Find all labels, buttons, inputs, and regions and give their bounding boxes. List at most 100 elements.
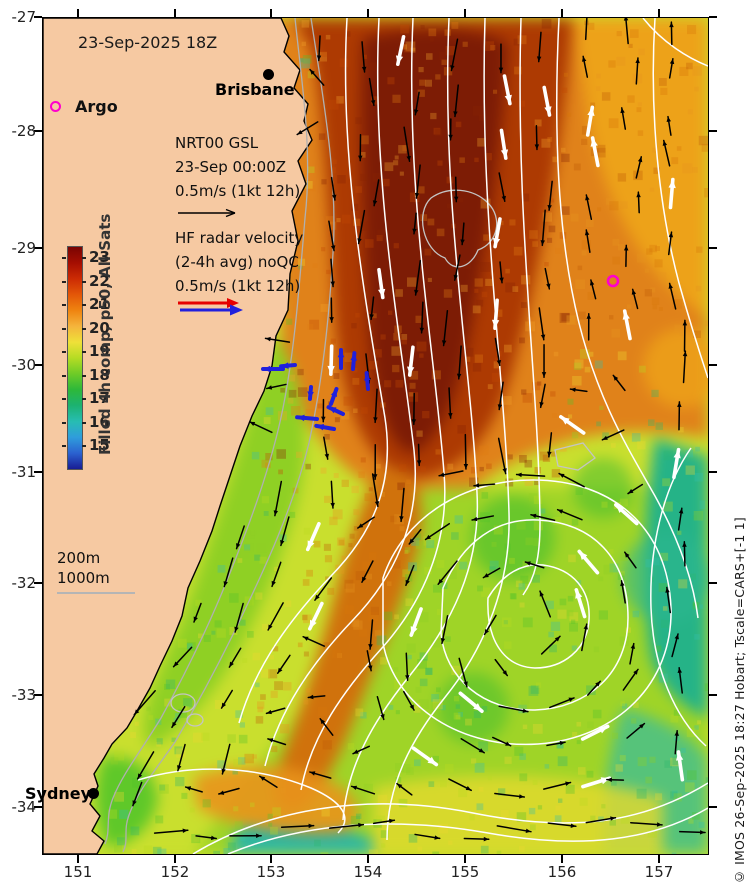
colorbar-tick-label: 16 xyxy=(89,412,110,431)
colorbar-tick xyxy=(62,351,66,353)
x-tick xyxy=(174,854,176,863)
x-tick-label: 156 xyxy=(547,863,577,881)
nrt-legend-line2: 23-Sep 00:00Z xyxy=(175,158,287,176)
nrt-scale-arrow-icon xyxy=(178,208,236,218)
colorbar-tick-label: 23 xyxy=(89,248,110,266)
colorbar-tick xyxy=(82,445,86,447)
ssh-contours xyxy=(137,18,708,854)
y-tick-right xyxy=(708,582,717,584)
x-tick-label: 154 xyxy=(353,863,383,881)
isobath-contours xyxy=(104,18,596,853)
y-tick-right xyxy=(708,806,717,808)
y-tick-right xyxy=(708,16,717,18)
colorbar-tick xyxy=(62,327,66,330)
sst-map xyxy=(43,18,708,854)
x-tick-top xyxy=(174,9,176,17)
y-tick xyxy=(34,471,42,473)
x-tick-top xyxy=(658,9,660,17)
colorbar-tick-label: 21 xyxy=(89,295,110,313)
sydney-dot xyxy=(88,788,99,799)
x-tick-top xyxy=(367,9,369,17)
colorbar-tick xyxy=(82,327,86,330)
argo-legend-label: Argo xyxy=(75,97,118,116)
land-coastline xyxy=(43,18,313,854)
x-tick xyxy=(367,854,369,863)
colorbar-tick-label: 18 xyxy=(89,365,110,384)
x-tick-label: 157 xyxy=(644,863,674,881)
y-tick-right xyxy=(708,471,717,473)
y-tick xyxy=(34,694,42,696)
y-tick xyxy=(34,582,42,584)
y-tick-label: -27 xyxy=(11,8,37,26)
y-tick xyxy=(34,247,42,249)
current-vectors xyxy=(132,18,706,842)
x-tick xyxy=(561,854,563,863)
hf-legend-line2: (2-4h avg) noQC xyxy=(175,253,299,271)
y-tick-right xyxy=(708,130,717,132)
y-tick-label: -28 xyxy=(11,122,37,140)
x-tick xyxy=(658,854,660,863)
argo-float-marker xyxy=(606,274,620,288)
x-tick xyxy=(270,854,272,863)
y-tick-label: -29 xyxy=(11,239,37,257)
isobath-200m-label: 200m xyxy=(57,549,101,567)
x-tick-label: 153 xyxy=(256,863,286,881)
colorbar-tick xyxy=(82,351,86,353)
x-tick-label: 155 xyxy=(450,863,480,881)
x-tick xyxy=(464,854,466,863)
nrt-legend-line1: NRT00 GSL xyxy=(175,134,259,152)
y-tick-label: -32 xyxy=(11,574,37,592)
colorbar-tick-label: 17 xyxy=(89,389,110,407)
city-label-brisbane: Brisbane xyxy=(215,80,295,99)
y-tick-label: -34 xyxy=(11,798,37,816)
map-plot-area xyxy=(42,17,709,855)
isobath-legend-line xyxy=(57,592,135,594)
colorbar-tick xyxy=(62,374,66,377)
colorbar-tick xyxy=(62,398,66,400)
map-datetime-title: 23-Sep-2025 18Z xyxy=(78,33,218,52)
y-tick xyxy=(34,16,42,18)
hf-legend-line3: 0.5m/s (1kt 12h) xyxy=(175,277,301,295)
x-tick-label: 152 xyxy=(160,863,190,881)
y-tick-right xyxy=(708,247,717,249)
colorbar-tick xyxy=(82,421,86,424)
y-tick xyxy=(34,130,42,132)
y-tick-right xyxy=(708,364,717,366)
isobath-1000m-label: 1000m xyxy=(57,569,110,587)
colorbar-tick-label: 15 xyxy=(89,436,110,454)
y-tick-label: -30 xyxy=(11,356,37,374)
argo-legend: Argo xyxy=(50,97,118,116)
x-tick-label: 151 xyxy=(63,863,93,881)
x-tick-top xyxy=(77,9,79,17)
hf-vector-legend: HF radar velocity (2-4h avg) noQC 0.5m/s… xyxy=(175,226,303,323)
colorbar-tick xyxy=(62,421,66,424)
colorbar-tick-label: 19 xyxy=(89,342,110,360)
colorbar-tick-label: 22 xyxy=(89,271,110,290)
y-tick xyxy=(34,806,42,808)
colorbar-tick-label: 20 xyxy=(89,318,110,337)
y-tick-right xyxy=(708,694,717,696)
colorbar-tick xyxy=(62,257,66,259)
credit-text: © IMOS 26-Sep-2025 18:27 Hobart; Tscale=… xyxy=(732,516,747,884)
nrt-legend-line3: 0.5m/s (1kt 12h) xyxy=(175,182,301,200)
city-label-sydney: Sydney xyxy=(25,784,92,803)
y-tick-label: -33 xyxy=(11,686,37,704)
nrt-vector-legend: NRT00 GSL 23-Sep 00:00Z 0.5m/s (1kt 12h) xyxy=(175,131,300,227)
y-tick-label: -31 xyxy=(11,463,37,481)
colorbar-tick xyxy=(62,280,66,283)
hf-radar-vectors xyxy=(261,348,371,431)
brisbane-dot xyxy=(263,69,274,80)
colorbar-tick xyxy=(82,257,86,259)
colorbar-tick xyxy=(82,398,86,400)
argo-marker-icon xyxy=(50,101,61,112)
colorbar-label: Filled 4h comp, p50, All Sats xyxy=(96,213,114,455)
isobath-legend: 200m 1000m xyxy=(57,548,110,588)
y-tick xyxy=(34,364,42,366)
colorbar-tick xyxy=(82,374,86,377)
x-tick xyxy=(77,854,79,863)
sst-colorbar xyxy=(67,246,83,470)
colorbar-tick xyxy=(82,304,86,306)
x-tick-top xyxy=(561,9,563,17)
